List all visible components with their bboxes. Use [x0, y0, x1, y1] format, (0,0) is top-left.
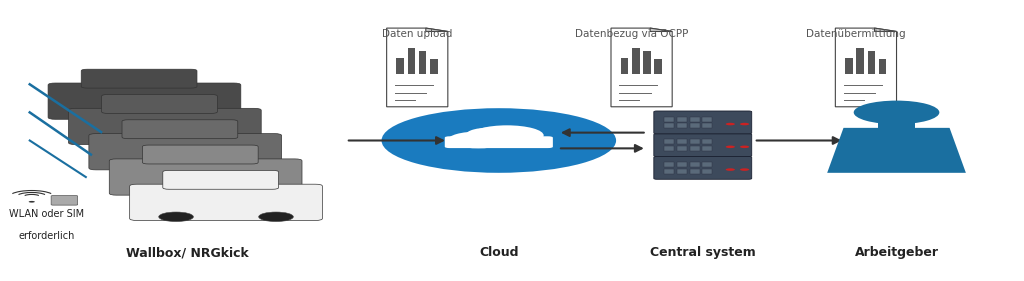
Bar — [430, 59, 437, 74]
Circle shape — [740, 123, 750, 125]
Bar — [677, 117, 687, 122]
Circle shape — [29, 201, 35, 203]
Text: Cloud: Cloud — [479, 246, 518, 259]
Bar — [689, 117, 699, 122]
Circle shape — [239, 187, 273, 196]
FancyBboxPatch shape — [444, 136, 553, 148]
FancyBboxPatch shape — [89, 134, 282, 170]
Text: Datenübermittlung: Datenübermittlung — [806, 29, 905, 39]
Text: erforderlich: erforderlich — [18, 231, 75, 241]
Text: Datenbezug via OCPP: Datenbezug via OCPP — [574, 29, 688, 39]
Circle shape — [382, 108, 616, 173]
Bar — [664, 146, 674, 151]
FancyBboxPatch shape — [122, 120, 238, 139]
FancyBboxPatch shape — [101, 94, 217, 113]
Bar — [664, 117, 674, 122]
FancyBboxPatch shape — [653, 157, 752, 179]
FancyBboxPatch shape — [653, 111, 752, 134]
Bar — [867, 51, 876, 74]
Circle shape — [259, 212, 293, 221]
Bar — [702, 162, 713, 167]
Polygon shape — [426, 28, 447, 31]
Text: Central system: Central system — [650, 246, 756, 259]
Circle shape — [470, 125, 544, 146]
Bar — [702, 169, 713, 174]
Polygon shape — [874, 28, 897, 31]
Bar — [408, 47, 415, 74]
Circle shape — [447, 132, 509, 148]
FancyBboxPatch shape — [81, 69, 197, 88]
Circle shape — [726, 123, 735, 125]
Bar — [689, 169, 699, 174]
Circle shape — [854, 101, 939, 124]
Bar — [677, 169, 687, 174]
Bar — [702, 146, 713, 151]
Bar — [643, 51, 650, 74]
Polygon shape — [611, 28, 672, 107]
Circle shape — [198, 136, 232, 146]
Bar — [702, 139, 713, 144]
Bar — [677, 139, 687, 144]
FancyBboxPatch shape — [130, 184, 323, 220]
Polygon shape — [650, 28, 672, 31]
Bar — [689, 139, 699, 144]
Circle shape — [740, 146, 750, 148]
Circle shape — [118, 161, 153, 171]
Text: WLAN oder SIM: WLAN oder SIM — [9, 209, 85, 219]
FancyBboxPatch shape — [51, 196, 78, 205]
Circle shape — [177, 111, 212, 120]
Bar — [664, 162, 674, 167]
Bar — [621, 58, 629, 74]
Bar — [396, 58, 403, 74]
Bar — [689, 162, 699, 167]
FancyBboxPatch shape — [110, 159, 302, 195]
FancyBboxPatch shape — [653, 134, 752, 157]
FancyBboxPatch shape — [48, 83, 241, 119]
Bar — [879, 123, 914, 129]
Polygon shape — [387, 28, 447, 107]
Circle shape — [77, 111, 112, 120]
Bar — [702, 123, 713, 128]
Bar — [632, 47, 640, 74]
FancyBboxPatch shape — [69, 108, 261, 144]
Bar — [664, 169, 674, 174]
Bar — [654, 59, 662, 74]
Circle shape — [740, 168, 750, 171]
Circle shape — [159, 212, 194, 221]
Bar — [664, 139, 674, 144]
Circle shape — [97, 136, 132, 146]
Bar — [419, 51, 426, 74]
Bar — [856, 47, 864, 74]
Circle shape — [466, 128, 515, 141]
FancyBboxPatch shape — [163, 170, 279, 189]
Text: Arbeitgeber: Arbeitgeber — [855, 246, 939, 259]
Bar — [677, 162, 687, 167]
Circle shape — [218, 161, 253, 171]
Bar — [689, 123, 699, 128]
Circle shape — [726, 146, 735, 148]
Circle shape — [726, 168, 735, 171]
Bar — [677, 123, 687, 128]
Bar — [664, 123, 674, 128]
Bar — [845, 58, 853, 74]
Bar — [689, 146, 699, 151]
Bar — [702, 117, 713, 122]
Polygon shape — [827, 128, 966, 173]
Polygon shape — [836, 28, 897, 107]
FancyBboxPatch shape — [142, 145, 258, 164]
Bar — [879, 59, 887, 74]
Bar — [677, 146, 687, 151]
Circle shape — [138, 187, 173, 196]
Text: Wallbox/ NRGkick: Wallbox/ NRGkick — [126, 246, 249, 259]
Text: Daten upload: Daten upload — [382, 29, 453, 39]
